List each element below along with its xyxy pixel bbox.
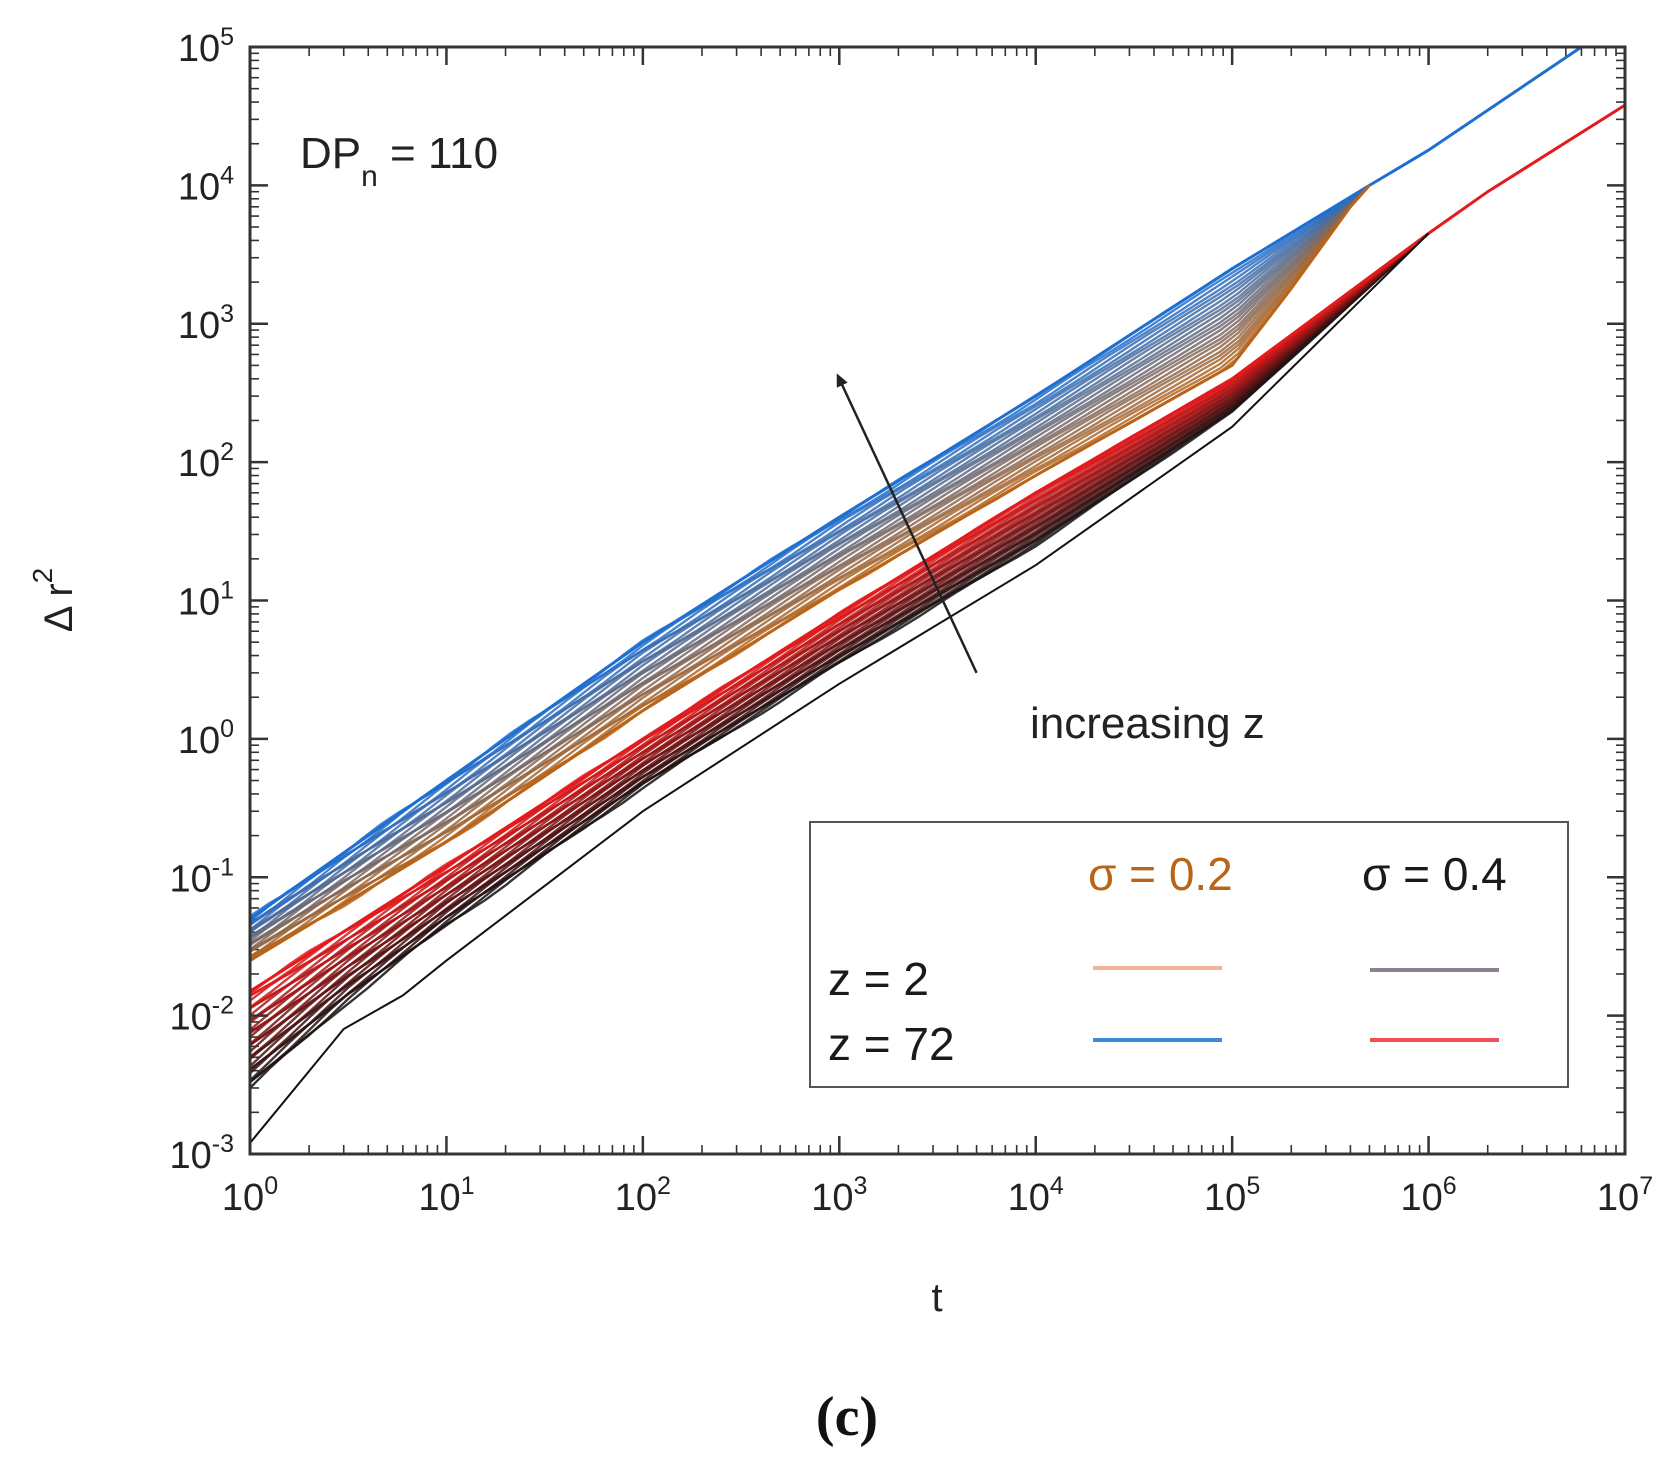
bundle-curve xyxy=(250,184,1371,945)
bundle-curve xyxy=(250,184,1371,953)
y-tick-label: 103 xyxy=(178,300,234,347)
y-axis-title-group: Δ r2 xyxy=(27,568,81,633)
dp-annotation: DPn = 110 xyxy=(300,129,498,193)
x-tick-label: 107 xyxy=(1597,1172,1653,1219)
y-tick-label: 105 xyxy=(178,23,234,70)
bundle-curve xyxy=(250,184,1371,931)
x-tick-label: 100 xyxy=(222,1172,278,1219)
legend: σ = 0.2 σ = 0.4 z = 2 z = 72 xyxy=(809,821,1569,1088)
series-line-sigma-0-4-z-72 xyxy=(250,103,1625,993)
dp-value: = 110 xyxy=(378,129,498,178)
y-tick-label: 102 xyxy=(178,438,234,485)
bundle-curve xyxy=(250,232,1430,1083)
y-tick-label: 101 xyxy=(178,577,234,624)
curve-bundles xyxy=(250,184,1430,1089)
bundle-curve xyxy=(250,184,1371,933)
y-tick-label: 10-3 xyxy=(169,1130,234,1177)
bundle-curve xyxy=(250,184,1371,938)
y-tick-label: 10-2 xyxy=(169,992,234,1039)
x-tick-label: 101 xyxy=(418,1172,474,1219)
bundle-curve xyxy=(250,184,1371,945)
series-line-sigma-0-2-z-72 xyxy=(250,47,1583,921)
bundle-curve xyxy=(250,232,1430,1071)
increasing-z-label: increasing z xyxy=(1030,699,1265,748)
panel-caption: (c) xyxy=(816,1386,878,1448)
y-tick-label: 100 xyxy=(178,715,234,762)
legend-header-sigma-04: σ = 0.4 xyxy=(1362,848,1507,900)
x-axis-title: t xyxy=(931,1276,942,1320)
legend-box xyxy=(809,821,1569,1088)
x-tick-label: 102 xyxy=(615,1172,671,1219)
data-series xyxy=(250,47,1625,1144)
legend-header-sigma-02: σ = 0.2 xyxy=(1088,848,1233,900)
y-axis-title: Δ r2 xyxy=(27,568,81,633)
dp-label: DP xyxy=(300,129,361,178)
y-tick-label: 104 xyxy=(178,161,234,208)
y-axis-title-text: Δ r xyxy=(37,583,81,632)
x-tick-label: 105 xyxy=(1204,1172,1260,1219)
increasing-z-arrow xyxy=(836,373,978,674)
x-tick-label: 103 xyxy=(811,1172,867,1219)
bundle-curve xyxy=(250,184,1371,959)
bundle-curve xyxy=(250,184,1371,924)
bundle-curve xyxy=(250,232,1430,1034)
y-axis-title-exponent: 2 xyxy=(27,568,58,584)
series-line-sigma-0-2-z-2 xyxy=(250,184,1371,962)
bundle-curve xyxy=(250,184,1371,926)
bundle-curve xyxy=(250,184,1371,939)
x-axis-ticks: 100 101 102 103 104 105 106 107 xyxy=(222,47,1653,1219)
y-tick-label: 10-1 xyxy=(169,853,234,900)
bundle-curve xyxy=(250,184,1371,947)
y-axis-ticks: 10-3 10-2 10-1 100 101 102 103 104 105 xyxy=(169,23,1625,1177)
legend-row-label-z2: z = 2 xyxy=(828,953,929,1005)
legend-row-label-z72: z = 72 xyxy=(828,1018,955,1070)
x-tick-label: 104 xyxy=(1008,1172,1064,1219)
series-line-sigma-0-4-z-2 xyxy=(250,232,1430,1144)
bundle-curve xyxy=(250,184,1371,951)
dp-subscript: n xyxy=(361,160,378,193)
x-tick-label: 106 xyxy=(1400,1172,1456,1219)
